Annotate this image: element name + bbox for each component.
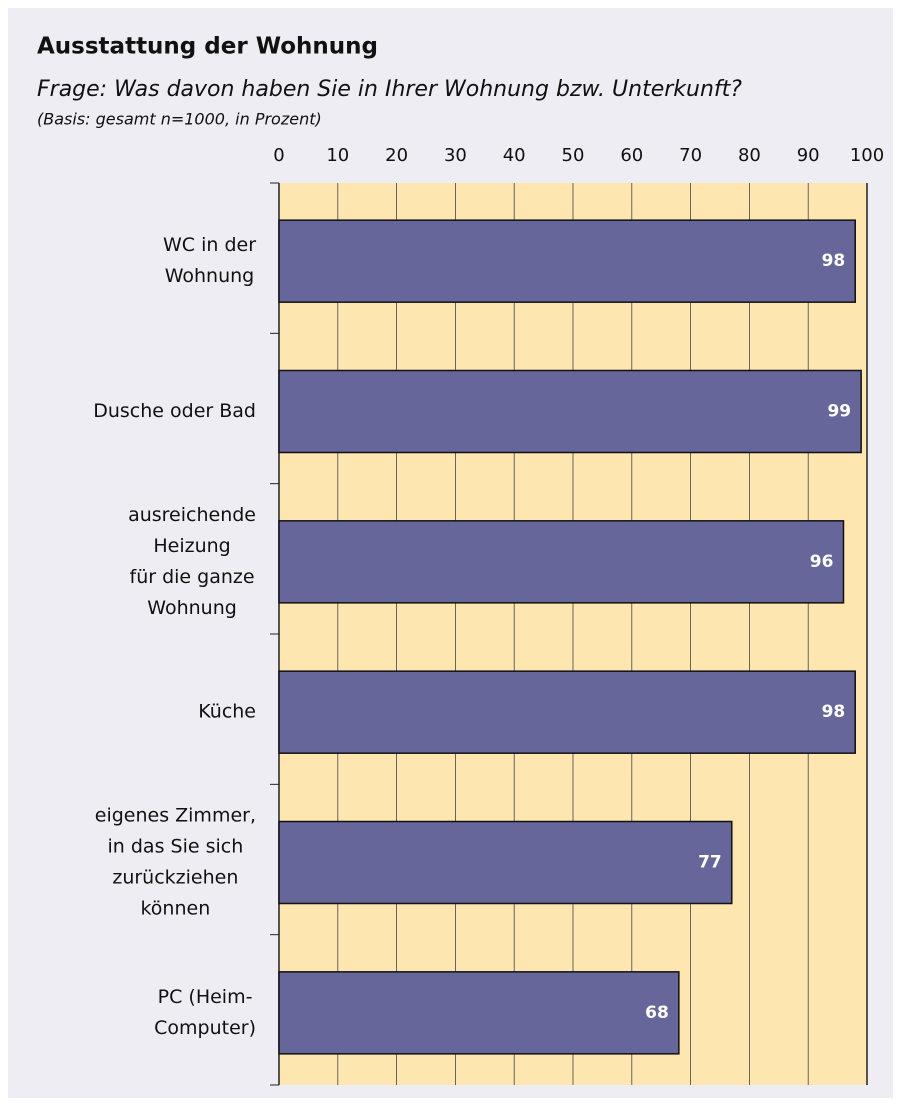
bar: [278, 820, 733, 905]
value-label: 99: [827, 402, 851, 422]
y-tick-label: Wohnung: [165, 265, 255, 287]
y-tick-label: WC in der: [163, 234, 256, 256]
category-label: Küche: [198, 701, 256, 723]
y-tick-label: Computer): [154, 1017, 256, 1039]
value-label: 96: [810, 552, 834, 572]
x-tick-label: 10: [326, 145, 349, 166]
bar: [278, 520, 845, 604]
x-tick-label: 0: [273, 145, 284, 166]
chart-title: Ausstattung der Wohnung: [37, 34, 378, 60]
y-tick-label: Küche: [198, 701, 256, 723]
y-tick-label: können: [140, 898, 210, 920]
y-tick-label: eigenes Zimmer,: [95, 805, 256, 827]
bar: [278, 219, 856, 303]
y-tick-label: ausreichende: [128, 504, 256, 526]
y-tick-label: Dusche oder Bad: [93, 400, 256, 422]
category-label: WC in der Wohnung: [163, 234, 256, 287]
y-tick-label: Heizung: [153, 535, 230, 557]
value-label: 68: [645, 1003, 669, 1023]
value-label: 98: [822, 251, 846, 271]
y-tick-label: für die ganze: [130, 566, 255, 588]
category-label: eigenes Zimmer, in das Sie sich zurückzieh…: [95, 805, 256, 920]
bar: [278, 971, 680, 1055]
y-tick-label: PC (Heim-: [158, 986, 253, 1008]
x-tick-label: 20: [385, 145, 408, 166]
chart-note: (Basis: gesamt n=1000, in Prozent): [37, 110, 322, 129]
value-label: 77: [698, 853, 722, 873]
bar: [278, 369, 862, 454]
category-label: Dusche oder Bad: [93, 400, 256, 422]
bar: [278, 670, 856, 754]
x-tick-label: 100: [850, 145, 884, 166]
y-tick-label: in das Sie sich: [108, 836, 244, 858]
x-tick-label: 70: [679, 145, 702, 166]
value-label: 98: [822, 702, 846, 722]
y-tick-label: Wohnung: [147, 597, 237, 619]
y-tick-label: zurückziehen: [112, 867, 238, 889]
x-tick-label: 50: [562, 145, 585, 166]
chart-subtitle: Frage: Was davon haben Sie in Ihrer Wohn…: [37, 77, 742, 102]
x-tick-label: 90: [797, 145, 820, 166]
x-tick-label: 60: [620, 145, 643, 166]
x-tick-label: 30: [444, 145, 467, 166]
x-tick-label: 80: [738, 145, 761, 166]
x-tick-label: 40: [503, 145, 526, 166]
category-label: PC (Heim- Computer): [154, 986, 256, 1039]
category-label: ausreichende Heizung für die ganze Wohnung: [128, 504, 256, 619]
